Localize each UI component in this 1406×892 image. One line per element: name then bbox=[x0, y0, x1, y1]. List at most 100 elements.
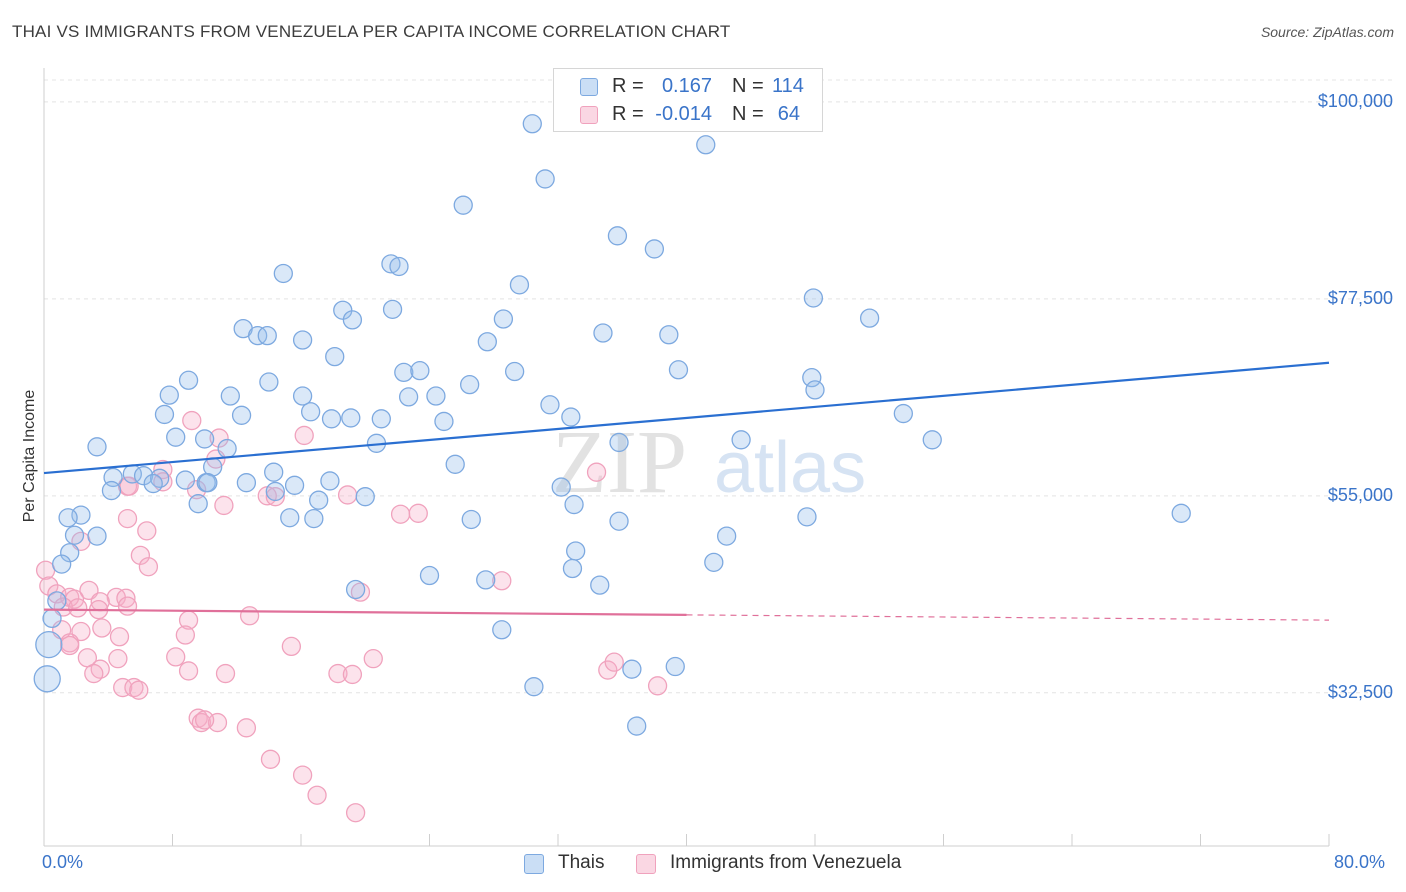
thais-point bbox=[175, 470, 196, 490]
venezuela-point bbox=[60, 635, 80, 656]
venezuela-point bbox=[109, 627, 130, 647]
thais-point bbox=[52, 554, 72, 574]
thais-point bbox=[382, 299, 403, 320]
thais-point bbox=[217, 438, 237, 459]
legend-swatch-venezuela bbox=[580, 106, 598, 124]
venezuela-point bbox=[116, 588, 136, 608]
venezuela-point bbox=[408, 503, 428, 523]
thais-point bbox=[394, 362, 414, 383]
thais-point bbox=[149, 468, 170, 488]
r-value: 0.167 bbox=[661, 75, 712, 97]
thais-point bbox=[590, 575, 610, 595]
thais-point bbox=[797, 507, 817, 527]
thais-point bbox=[805, 380, 825, 400]
venezuela-point bbox=[492, 571, 512, 591]
thais-point bbox=[188, 494, 208, 514]
venezuela-point bbox=[363, 649, 383, 669]
venezuela-point bbox=[239, 606, 260, 626]
thais-point bbox=[476, 570, 496, 590]
venezuela-trend-line bbox=[43, 608, 687, 616]
thais-point bbox=[273, 263, 293, 284]
thais-point bbox=[562, 558, 583, 579]
thais-point bbox=[300, 402, 321, 422]
thais-point bbox=[35, 631, 63, 659]
series-legend: Thais Immigrants from Venezuela bbox=[0, 850, 1406, 878]
venezuela-point bbox=[35, 560, 56, 580]
thais-point bbox=[704, 552, 724, 573]
venezuela-point bbox=[68, 598, 88, 618]
thais-point bbox=[564, 494, 584, 515]
axes bbox=[43, 68, 1330, 847]
venezuela-point bbox=[307, 785, 327, 805]
legend-swatch-thais bbox=[524, 854, 544, 874]
n-label: N = bbox=[732, 75, 764, 97]
thais-point bbox=[166, 427, 186, 447]
thais-point bbox=[659, 325, 679, 345]
r-label: R = bbox=[612, 75, 644, 97]
venezuela-point bbox=[178, 661, 199, 681]
thais-point bbox=[717, 526, 737, 546]
thais-point bbox=[280, 508, 300, 528]
venezuela-point bbox=[281, 636, 302, 657]
venezuela-point bbox=[337, 485, 358, 505]
chart-title: THAI VS IMMIGRANTS FROM VENEZUELA PER CA… bbox=[12, 22, 731, 41]
venezuela-point bbox=[113, 677, 133, 698]
thais-point bbox=[802, 367, 822, 388]
thais-point bbox=[341, 408, 361, 428]
thais-point bbox=[309, 490, 329, 510]
thais-point bbox=[355, 487, 375, 507]
thais-point bbox=[342, 310, 363, 330]
thais-point bbox=[609, 511, 629, 531]
thais-point bbox=[453, 195, 473, 215]
thais-point bbox=[58, 508, 78, 528]
thais-point bbox=[321, 409, 342, 429]
y-tick-label: $55,000 bbox=[1327, 484, 1393, 505]
thais-point bbox=[477, 332, 497, 352]
thais-point bbox=[419, 565, 440, 586]
venezuela-point bbox=[182, 410, 202, 431]
thais-point bbox=[320, 471, 340, 491]
venezuela-point bbox=[119, 476, 139, 496]
thais-point bbox=[566, 541, 586, 561]
thais-point bbox=[445, 454, 465, 474]
source-credit: Source: ZipAtlas.com bbox=[1260, 24, 1394, 40]
thais-point bbox=[398, 387, 419, 407]
stats-legend: R = 0.167 N = 114 R = -0.014 N = 64 bbox=[553, 68, 823, 132]
thais-point bbox=[460, 374, 480, 395]
thais-point bbox=[284, 475, 305, 495]
stats-row-venezuela: R = -0.014 N = 64 bbox=[554, 101, 822, 129]
thais-point bbox=[426, 386, 446, 406]
y-tick-label: $77,500 bbox=[1327, 287, 1393, 308]
venezuela-point bbox=[214, 495, 234, 516]
thais-point bbox=[551, 477, 571, 497]
thais-point bbox=[33, 665, 61, 693]
venezuela-point bbox=[647, 676, 668, 696]
venezuela-point bbox=[586, 462, 607, 482]
thais-point bbox=[178, 370, 199, 390]
legend-label-venezuela: Immigrants from Venezuela bbox=[670, 852, 902, 873]
thais-point bbox=[561, 407, 581, 427]
thais-point bbox=[893, 403, 913, 424]
venezuela-point bbox=[328, 663, 348, 684]
legend-swatch-thais bbox=[580, 78, 598, 96]
thais-point bbox=[627, 716, 647, 736]
watermark: ZIP atlas bbox=[552, 413, 866, 512]
thais-point bbox=[265, 481, 285, 502]
r-label: R = bbox=[612, 103, 644, 125]
thais-point bbox=[231, 405, 252, 425]
thais-point bbox=[194, 429, 215, 449]
venezuela-point bbox=[191, 712, 212, 733]
thais-point bbox=[143, 473, 163, 494]
x-tick-label-max: 80.0% bbox=[1334, 852, 1386, 872]
thais-point bbox=[461, 509, 481, 530]
thais-point bbox=[803, 288, 824, 308]
thais-point bbox=[133, 466, 154, 486]
thais-point bbox=[434, 411, 454, 432]
venezuela-point bbox=[84, 663, 104, 684]
thais-point bbox=[345, 579, 366, 600]
thais-point bbox=[292, 386, 313, 406]
venezuela-point bbox=[92, 618, 112, 638]
thais-point bbox=[47, 591, 67, 611]
venezuela-point bbox=[175, 625, 196, 645]
